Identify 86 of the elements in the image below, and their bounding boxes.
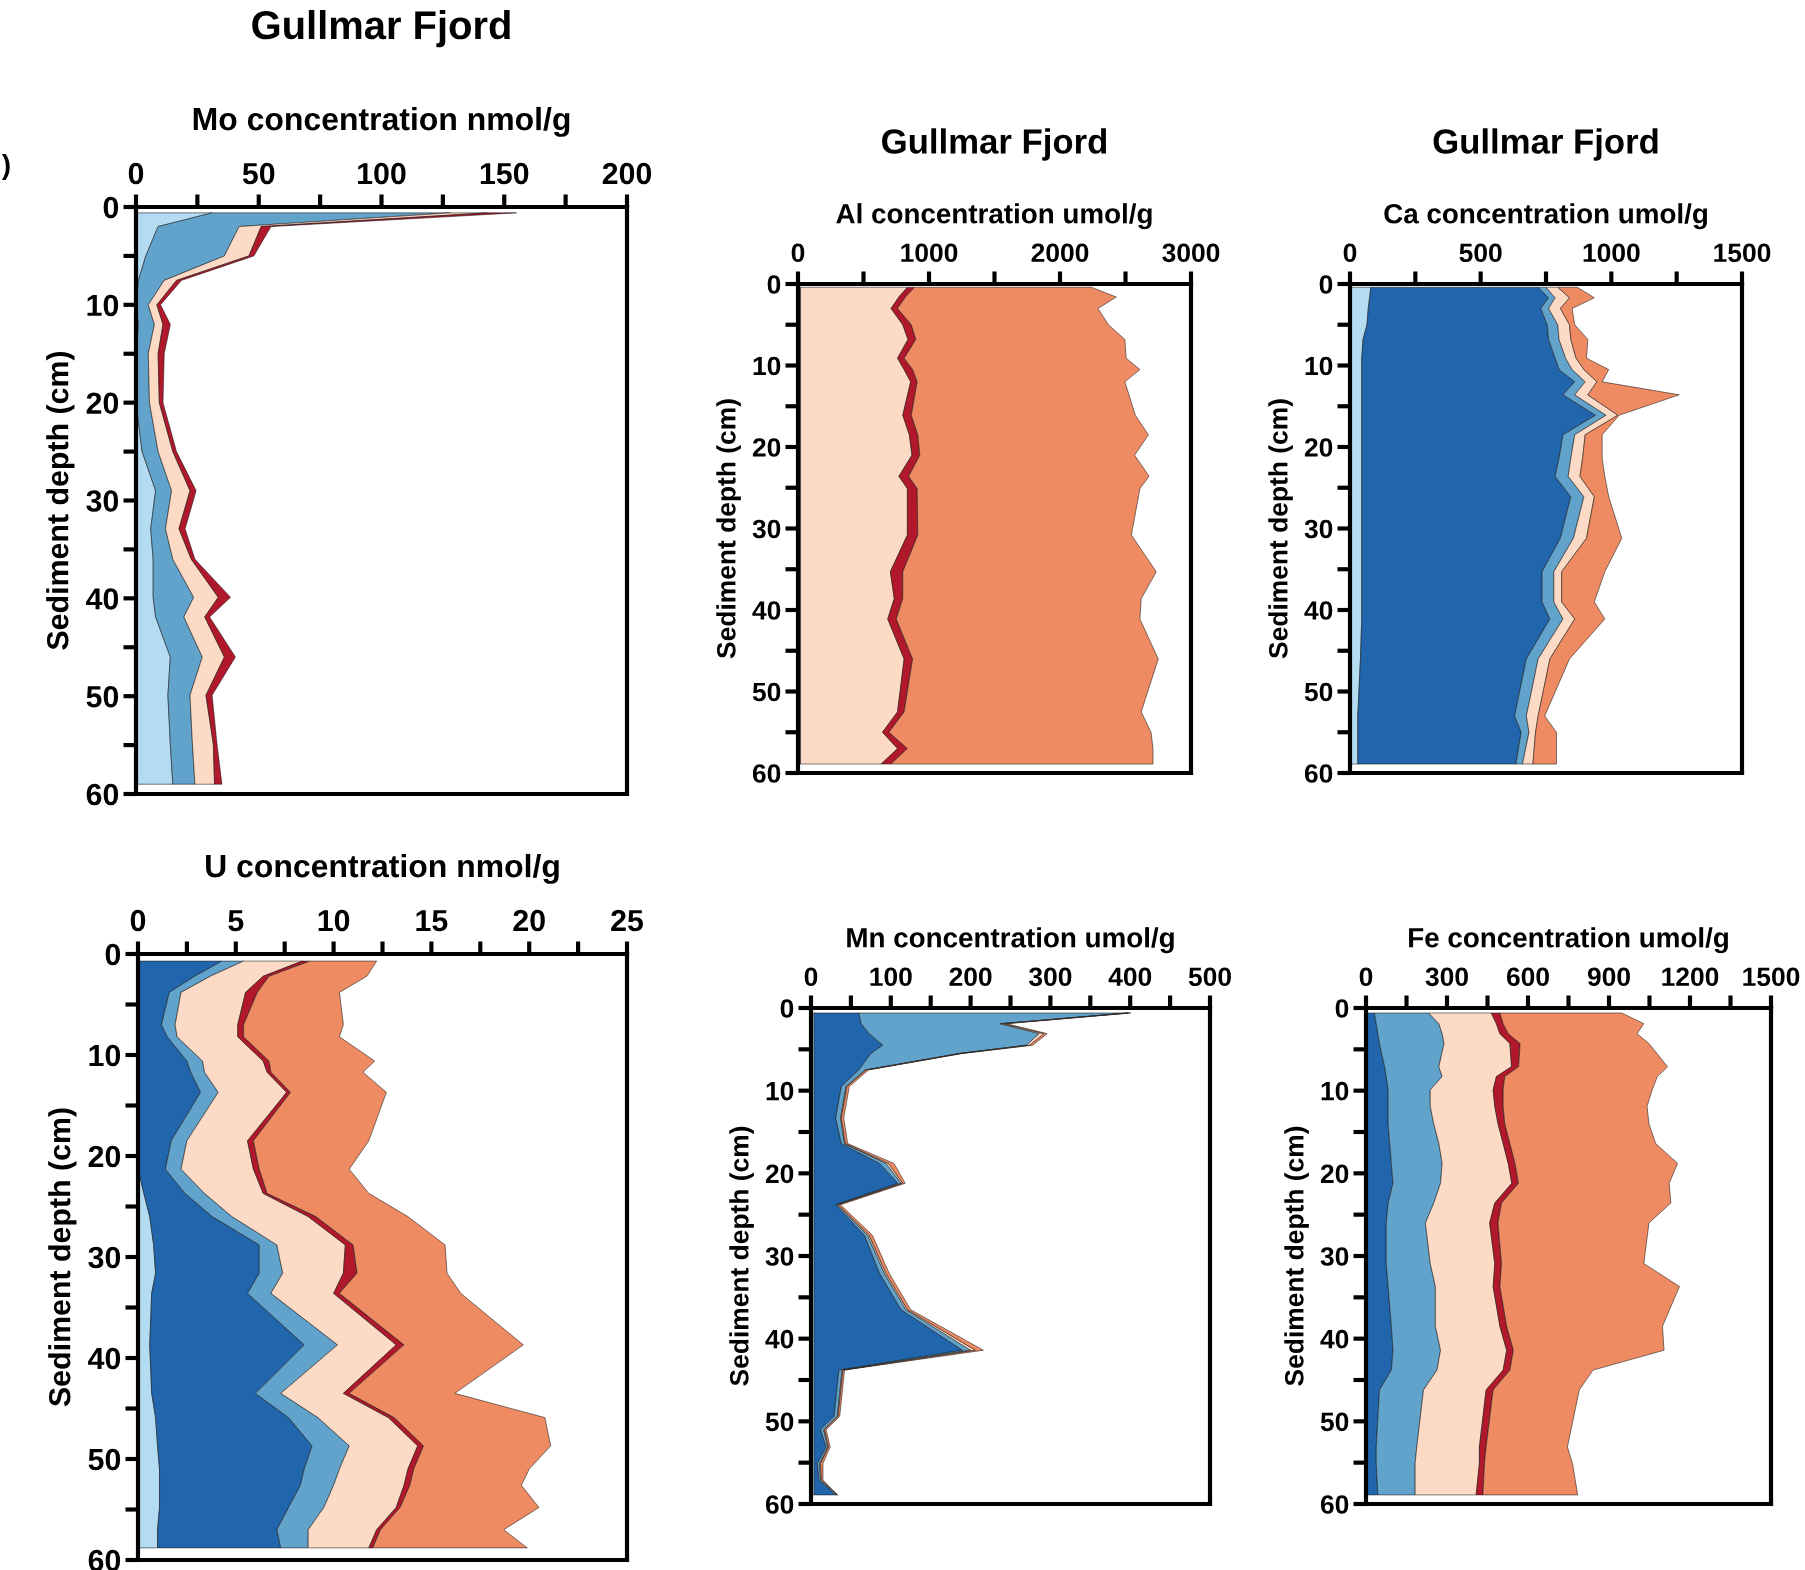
x-tick-label: 100 <box>358 162 406 185</box>
y-tick-label: 60 <box>765 1495 794 1514</box>
y-tick-label: 0 <box>105 943 121 966</box>
y-tick-label: 40 <box>1320 1329 1349 1349</box>
y-tick-label: 0 <box>767 275 781 294</box>
text: ) <box>1 154 10 180</box>
x-tick-label: 500 <box>1459 243 1502 263</box>
x-tick-label: 100 <box>870 967 912 987</box>
y-tick-label: 60 <box>752 764 781 783</box>
y-axis-title: Sediment depth (cm) <box>729 1126 754 1386</box>
y-tick-label: 50 <box>88 1448 121 1471</box>
y-tick-label: 20 <box>86 392 119 414</box>
y-tick-label: 10 <box>766 1081 794 1101</box>
x-tick-label: 1000 <box>1583 243 1640 263</box>
x-tick-label: 3000 <box>1162 243 1220 263</box>
y-axis-title: Sediment depth (cm) <box>1284 1126 1309 1386</box>
x-tick-label: 600 <box>1506 967 1549 987</box>
y-tick-label: 60 <box>1320 1495 1349 1514</box>
y-tick-label: 20 <box>1320 1164 1349 1184</box>
x-tick-label: 1500 <box>1743 967 1800 987</box>
x-tick-label: 10 <box>318 909 350 932</box>
y-tick-label: 20 <box>88 1145 121 1168</box>
y-tick-label: 0 <box>1335 999 1349 1018</box>
x-tick-label: 300 <box>1425 967 1468 987</box>
y-tick-label: 20 <box>765 1164 794 1184</box>
x-axis-title: Mn concentration umol/g <box>847 927 1174 954</box>
x-tick-label: 1500 <box>1714 243 1771 263</box>
x-tick-label: 300 <box>1028 967 1072 987</box>
x-tick-label: 5 <box>228 910 244 932</box>
y-tick-label: 50 <box>765 1412 794 1432</box>
x-axis-title: Mo concentration nmol/g <box>193 106 570 137</box>
y-tick-label: 50 <box>86 685 119 708</box>
x-axis-title: Ca concentration umol/g <box>1384 203 1707 230</box>
y-tick-label: 10 <box>87 294 119 317</box>
y-tick-label: 50 <box>752 682 781 702</box>
x-axis-title: U concentration nmol/g <box>206 853 559 884</box>
x-tick-label: 200 <box>949 967 992 987</box>
x-tick-label: 400 <box>1108 967 1152 987</box>
y-tick-label: 30 <box>86 490 119 512</box>
x-tick-label: 500 <box>1188 967 1231 987</box>
x-tick-label: 25 <box>611 909 644 932</box>
y-tick-label: 0 <box>103 196 119 219</box>
y-axis-title: Sediment depth (cm) <box>1268 399 1293 659</box>
x-tick-label: 1200 <box>1662 967 1719 987</box>
x-tick-label: 150 <box>480 162 529 185</box>
y-tick-label: 30 <box>765 1247 794 1266</box>
y-tick-label: 50 <box>1304 682 1333 702</box>
chart-title: Gullmar Fjord <box>1433 128 1658 161</box>
x-tick-label: 20 <box>513 909 545 932</box>
y-tick-label: 50 <box>1320 1412 1349 1432</box>
y-tick-label: 10 <box>1321 1081 1349 1101</box>
y-tick-label: 10 <box>753 356 781 376</box>
x-tick-label: 200 <box>602 162 652 185</box>
x-axis-title: Fe concentration umol/g <box>1409 927 1728 954</box>
x-axis-title: Al concentration umol/g <box>836 203 1152 230</box>
x-tick-label: 0 <box>128 162 144 185</box>
x-tick-label: 900 <box>1587 967 1630 987</box>
y-tick-label: 60 <box>86 783 119 806</box>
x-tick-label: 0 <box>1359 967 1373 987</box>
y-tick-label: 10 <box>1305 356 1333 376</box>
y-axis-title: Sediment depth (cm) <box>716 399 741 659</box>
x-tick-label: 0 <box>804 967 818 987</box>
y-tick-label: 0 <box>780 999 794 1018</box>
y-axis-title: Sediment depth (cm) <box>48 1108 77 1407</box>
y-tick-label: 0 <box>1319 275 1333 294</box>
x-tick-label: 1000 <box>901 243 958 263</box>
x-tick-label: 15 <box>416 910 448 932</box>
x-tick-label: 50 <box>242 162 275 185</box>
y-tick-label: 30 <box>1320 1247 1349 1266</box>
y-tick-label: 60 <box>1304 764 1333 783</box>
x-tick-label: 0 <box>130 909 146 932</box>
y-tick-label: 20 <box>752 438 781 457</box>
y-tick-label: 10 <box>89 1044 121 1067</box>
y-tick-label: 40 <box>86 588 119 610</box>
y-tick-label: 40 <box>752 601 781 620</box>
y-tick-label: 40 <box>88 1347 121 1370</box>
y-tick-label: 40 <box>1304 601 1333 620</box>
chart-title: Gullmar Fjord <box>252 10 510 48</box>
y-tick-label: 40 <box>765 1329 794 1349</box>
y-axis-title: Sediment depth (cm) <box>46 351 75 650</box>
chart-title: Gullmar Fjord <box>882 128 1107 161</box>
y-tick-label: 30 <box>1304 519 1333 539</box>
y-tick-label: 30 <box>752 519 781 539</box>
y-tick-label: 30 <box>88 1246 121 1269</box>
x-tick-label: 2000 <box>1031 243 1089 263</box>
y-tick-label: 20 <box>1304 438 1333 457</box>
